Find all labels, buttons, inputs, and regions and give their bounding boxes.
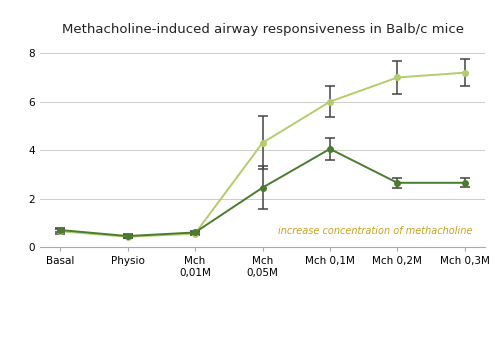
Title: Methacholine-induced airway responsiveness in Balb/c mice: Methacholine-induced airway responsivene… [62,23,464,36]
Text: increase concentration of methacholine: increase concentration of methacholine [278,226,472,236]
